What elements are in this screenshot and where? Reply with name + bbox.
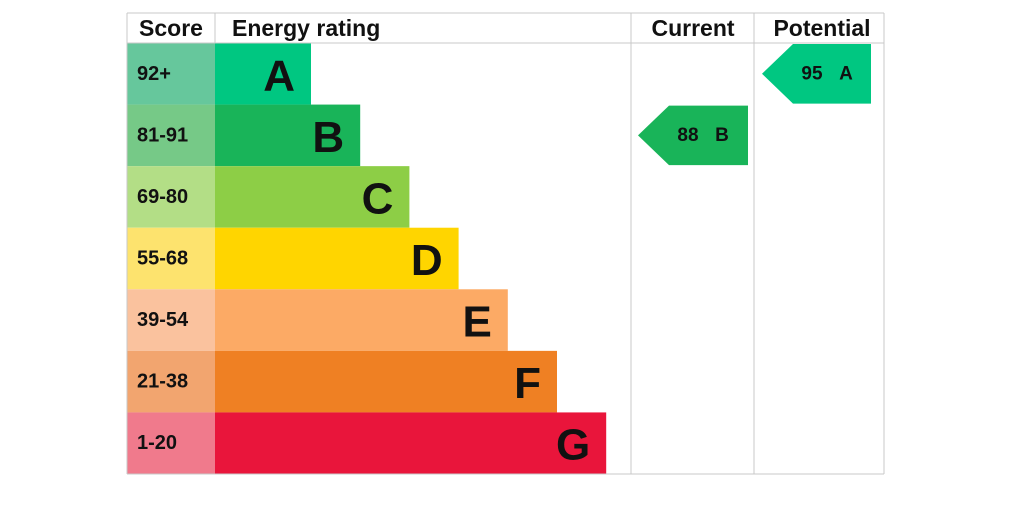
score-label: 81-91 (137, 124, 188, 146)
rating-letter: F (514, 359, 541, 408)
rating-letter: G (556, 421, 590, 470)
rating-bar (215, 412, 607, 474)
current-arrow (638, 105, 748, 166)
score-cell (127, 104, 215, 167)
potential-letter: A (839, 63, 853, 84)
header-potential: Potential (773, 15, 870, 41)
current-letter: B (715, 125, 729, 146)
score-cell (127, 166, 215, 228)
rating-letter: A (263, 51, 295, 100)
header-current: Current (651, 15, 734, 41)
rating-letter: E (462, 298, 491, 347)
score-label: 92+ (137, 63, 171, 85)
header-rating: Energy rating (232, 15, 380, 41)
score-label: 69-80 (137, 186, 188, 208)
rating-bar (215, 104, 361, 167)
score-cell (127, 227, 215, 290)
score-cell (127, 289, 215, 351)
score-cell (127, 412, 215, 474)
potential-arrow (762, 44, 871, 104)
rating-bar (215, 227, 459, 290)
score-label: 1-20 (137, 432, 177, 454)
score-label: 55-68 (137, 248, 188, 270)
rating-letter: C (362, 174, 394, 223)
score-label: 39-54 (137, 309, 189, 331)
potential-value: 95 (801, 63, 823, 84)
rating-bar (215, 43, 311, 105)
score-cell (127, 350, 215, 413)
rating-bar (215, 350, 557, 413)
rating-letter: D (411, 236, 443, 285)
rating-bar (215, 166, 410, 228)
score-cell (127, 43, 215, 105)
header-score: Score (139, 15, 203, 41)
current-value: 88 (677, 125, 698, 146)
score-label: 21-38 (137, 371, 188, 393)
rating-bar (215, 289, 508, 351)
rating-letter: B (312, 113, 344, 162)
